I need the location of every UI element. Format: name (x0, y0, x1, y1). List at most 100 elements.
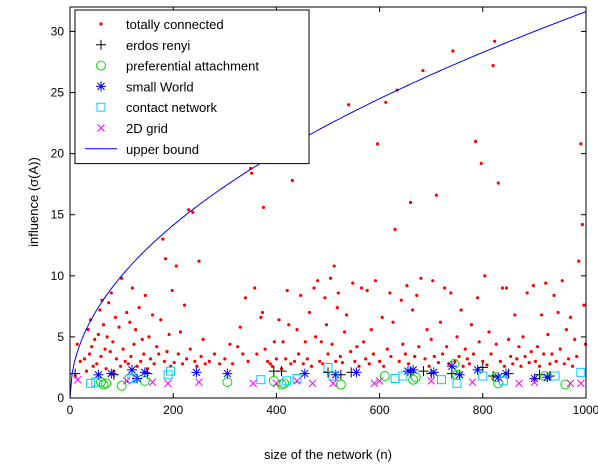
data-point (82, 357, 87, 361)
data-point (199, 354, 203, 359)
data-point (236, 345, 240, 349)
data-point (379, 371, 390, 382)
data-point (529, 349, 533, 354)
data-point (521, 335, 525, 339)
data-point (465, 357, 469, 361)
data-point (349, 349, 353, 354)
legend-label: preferential attachment (126, 59, 259, 74)
data-point (535, 345, 540, 349)
plot-frame (69, 6, 587, 399)
data-point (479, 161, 483, 165)
data-point (399, 298, 403, 302)
data-point (431, 279, 435, 283)
data-point (150, 313, 155, 317)
data-point (405, 283, 409, 288)
data-point (101, 378, 112, 389)
data-point (274, 357, 278, 361)
data-point (203, 362, 207, 366)
data-point (335, 305, 339, 310)
data-point (137, 305, 141, 310)
data-point (467, 362, 471, 366)
data-point (380, 315, 384, 319)
data-point (418, 366, 429, 377)
data-point (195, 378, 203, 386)
data-point (330, 342, 334, 346)
y-tick-label: 10 (51, 269, 65, 283)
data-point (397, 359, 401, 363)
data-point (118, 364, 123, 368)
data-point (261, 205, 266, 209)
data-point (375, 377, 384, 385)
data-point (425, 327, 429, 332)
data-point (308, 379, 317, 388)
data-point (359, 286, 364, 290)
data-point (249, 379, 258, 388)
data-point (452, 378, 462, 388)
y-tick-label: 15 (51, 208, 65, 222)
data-point (370, 379, 379, 388)
data-point (218, 362, 222, 366)
data-point (440, 352, 445, 356)
legend-box (74, 9, 310, 165)
data-point (382, 364, 386, 368)
data-point (289, 362, 293, 366)
data-point (415, 293, 419, 297)
data-point (507, 337, 511, 341)
data-point (159, 318, 163, 322)
data-point (577, 259, 581, 263)
legend-marker (97, 124, 105, 132)
data-point (554, 359, 558, 363)
data-point (469, 323, 474, 327)
data-point (301, 362, 305, 366)
data-point (523, 354, 527, 359)
data-point (307, 310, 312, 315)
data-point (250, 171, 254, 175)
data-point (573, 337, 577, 341)
legend: totally connected erdos renyi preferential… (74, 9, 310, 165)
data-point (279, 378, 290, 389)
legend-marker (96, 60, 106, 71)
data-point (109, 291, 113, 295)
data-point (329, 379, 338, 388)
y-tick-label: 25 (51, 86, 65, 100)
data-point (223, 357, 227, 361)
data-point (129, 354, 133, 359)
legend-marker (96, 102, 106, 112)
data-point (487, 330, 491, 334)
legend-label: contact network (126, 100, 218, 115)
data-point (207, 359, 211, 363)
data-point (342, 330, 347, 334)
data-point (473, 139, 478, 144)
data-point (197, 259, 201, 263)
data-point (99, 354, 103, 359)
data-point (167, 332, 171, 337)
data-point (143, 293, 147, 297)
data-point (176, 352, 180, 356)
data-point (427, 364, 431, 368)
data-point (246, 359, 250, 363)
data-point (174, 264, 178, 268)
data-point (193, 359, 197, 363)
data-point (328, 371, 338, 381)
data-point (393, 227, 397, 231)
data-point (385, 347, 389, 351)
data-point (540, 313, 544, 317)
x-tick-label: 0 (67, 403, 74, 417)
data-point (542, 352, 546, 356)
data-point (93, 369, 104, 380)
data-point (93, 337, 97, 341)
x-tick-label: 400 (266, 403, 286, 417)
data-point (515, 379, 523, 388)
data-point (533, 359, 538, 363)
data-point (446, 361, 457, 372)
data-point (384, 100, 388, 104)
data-point (191, 210, 195, 214)
data-point (170, 288, 174, 293)
data-point (556, 310, 560, 315)
data-point (500, 286, 505, 290)
data-point (338, 354, 342, 359)
data-point (272, 340, 276, 344)
data-point (517, 345, 521, 349)
data-point (282, 376, 292, 386)
